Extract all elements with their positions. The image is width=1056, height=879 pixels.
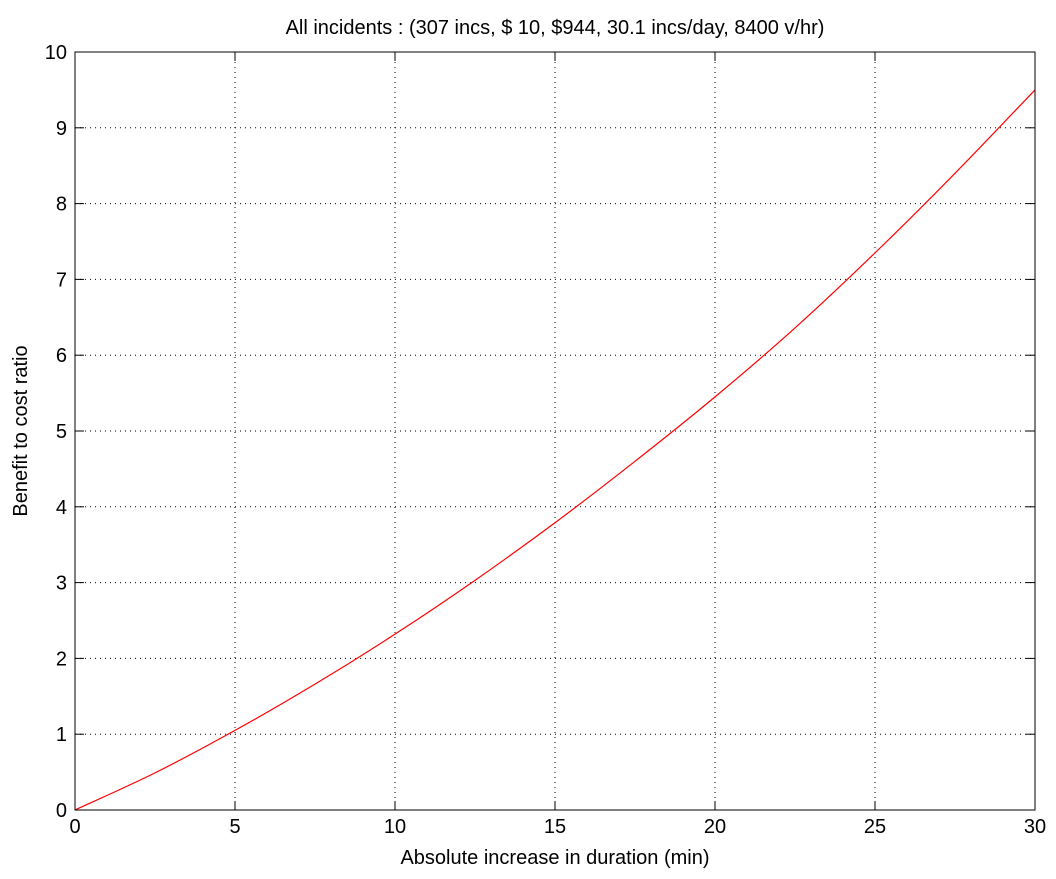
y-tick-label: 2 bbox=[56, 648, 67, 670]
y-tick-label: 5 bbox=[56, 421, 67, 443]
y-tick-label: 0 bbox=[56, 800, 67, 822]
y-tick-label: 6 bbox=[56, 345, 67, 367]
y-tick-labels: 0 1 2 3 4 5 6 7 8 9 10 bbox=[45, 42, 67, 822]
x-tick-label: 25 bbox=[864, 816, 886, 838]
x-axis-label: Absolute increase in duration (min) bbox=[400, 847, 709, 869]
x-tick-labels: 0 5 10 15 20 25 30 bbox=[69, 816, 1046, 838]
y-tick-label: 9 bbox=[56, 118, 67, 140]
y-axis-label: Benefit to cost ratio bbox=[10, 345, 32, 516]
series-line bbox=[74, 89, 1036, 811]
chart-title: All incidents : (307 incs, $ 10, $944, 3… bbox=[286, 17, 825, 39]
tick-marks bbox=[74, 51, 1036, 811]
y-tick-label: 4 bbox=[56, 497, 67, 519]
x-tick-label: 20 bbox=[704, 816, 726, 838]
y-tick-label: 3 bbox=[56, 573, 67, 595]
y-tick-label: 1 bbox=[56, 724, 67, 746]
x-tick-label: 30 bbox=[1024, 816, 1046, 838]
y-tick-label: 7 bbox=[56, 269, 67, 291]
y-tick-label: 10 bbox=[45, 42, 67, 64]
x-tick-label: 10 bbox=[384, 816, 406, 838]
series-layer bbox=[74, 89, 1036, 811]
x-tick-label: 5 bbox=[229, 816, 240, 838]
y-tick-label: 8 bbox=[56, 194, 67, 216]
grid-lines bbox=[75, 52, 1035, 810]
x-tick-label: 15 bbox=[544, 816, 566, 838]
x-tick-label: 0 bbox=[69, 816, 80, 838]
